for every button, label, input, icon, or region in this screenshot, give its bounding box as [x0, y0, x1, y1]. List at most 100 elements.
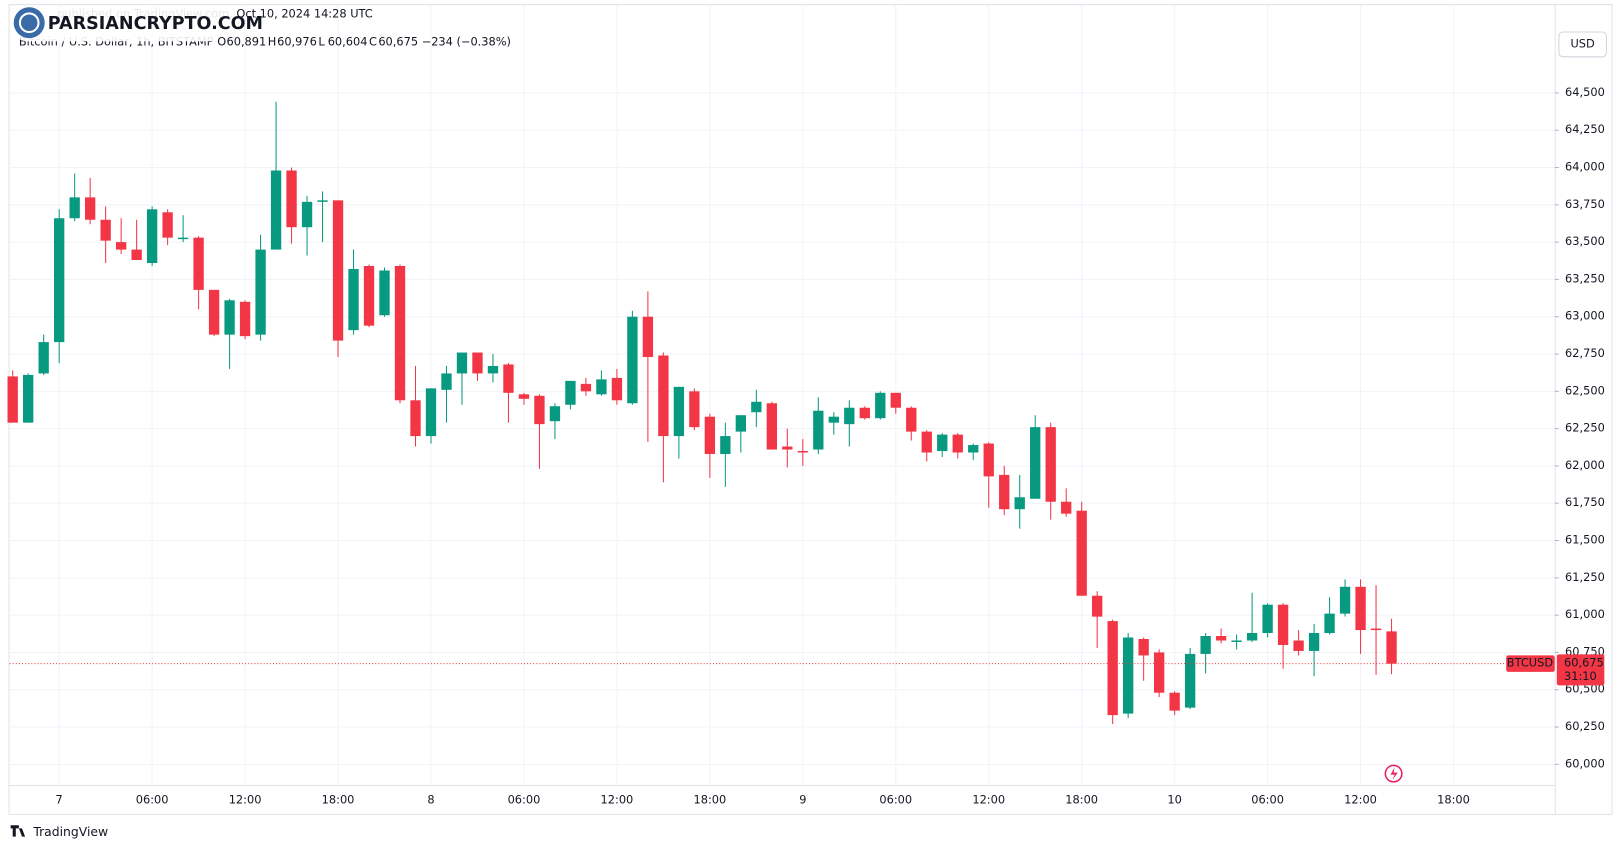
- last-price-label: 60,675: [1564, 656, 1604, 670]
- candle-body: [162, 212, 173, 238]
- candle-body: [658, 355, 669, 437]
- candle-body: [689, 391, 700, 428]
- alert-icon[interactable]: [1384, 764, 1403, 783]
- candle-body: [1339, 586, 1351, 614]
- candle-body: [580, 383, 592, 392]
- x-tick-label: 8: [427, 792, 434, 806]
- countdown: 31:10: [1564, 669, 1597, 683]
- candle-body: [7, 376, 18, 423]
- y-tick-label: 64,250: [1565, 122, 1605, 136]
- candle-body: [673, 386, 685, 437]
- candle-body: [735, 415, 747, 432]
- candle-body: [518, 394, 530, 399]
- y-tick-label: 64,500: [1565, 85, 1605, 99]
- x-tick-label: 12:00: [972, 792, 1005, 806]
- candle-body: [38, 342, 49, 374]
- watermark: PARSIANCRYPTO.COM: [12, 7, 263, 42]
- candle-body: [1370, 628, 1382, 631]
- x-tick-label: 9: [799, 792, 806, 806]
- change: −234 (−0.38%): [422, 34, 511, 48]
- candle-body: [208, 289, 220, 335]
- candle-body: [115, 242, 127, 250]
- candle-body: [565, 380, 576, 405]
- y-tick-label: 62,500: [1565, 383, 1605, 397]
- candle-body: [193, 237, 204, 290]
- currency[interactable]: USD: [1570, 36, 1595, 50]
- candle-body: [177, 237, 189, 240]
- alert-bolt: [1390, 767, 1398, 780]
- candle-body: [921, 431, 932, 453]
- candle-body: [1184, 653, 1196, 708]
- last-price-name: BTCUSD: [1507, 656, 1554, 670]
- y-tick-label: 62,750: [1565, 346, 1605, 360]
- x-tick-label: 7: [56, 792, 63, 806]
- candle-body: [348, 268, 359, 331]
- x-tick-label: 18:00: [693, 792, 726, 806]
- candle-body: [766, 403, 777, 450]
- candle-body: [1153, 652, 1165, 693]
- candle-body: [487, 365, 499, 374]
- plot: [7, 101, 1397, 725]
- ohlc-key: O: [217, 34, 226, 48]
- currency-button[interactable]: [1558, 31, 1607, 58]
- candle-body: [472, 352, 483, 374]
- watermark-logo: [13, 7, 45, 39]
- candle-body: [332, 200, 344, 341]
- watermark-bg: [12, 8, 234, 42]
- candle-body: [1030, 427, 1041, 499]
- candle-body: [239, 301, 251, 337]
- candle-body: [394, 265, 406, 401]
- x-tick-label: 18:00: [1437, 792, 1470, 806]
- candle-body: [1014, 497, 1025, 510]
- candle-body: [54, 218, 65, 343]
- candle-body: [1123, 637, 1134, 714]
- last-price-tag: [1556, 654, 1605, 686]
- candle-body: [441, 373, 452, 390]
- y-tick-label: 61,000: [1565, 607, 1605, 621]
- candle-body: [1324, 613, 1335, 634]
- ohlc-value: 60,976: [277, 34, 317, 48]
- candle-body: [859, 407, 870, 419]
- candle-body: [704, 416, 716, 454]
- candle-body: [131, 249, 142, 261]
- x-tick-label: 06:00: [1251, 792, 1284, 806]
- watermark-text: PARSIANCRYPTO.COM: [48, 14, 263, 34]
- candle-body: [270, 170, 282, 250]
- candle-body: [1277, 604, 1289, 645]
- x-tick-label: 18:00: [1065, 792, 1098, 806]
- candle-body: [301, 201, 313, 228]
- candle-body: [317, 200, 328, 202]
- x-tick-label: 06:00: [136, 792, 169, 806]
- candle-body: [410, 400, 421, 437]
- candle-body: [952, 434, 963, 453]
- candle-body: [968, 445, 979, 453]
- candle-body: [1246, 633, 1258, 641]
- candle-body: [100, 219, 111, 241]
- y-tick-label: 61,500: [1565, 533, 1605, 547]
- candle-body: [890, 392, 901, 408]
- y-tick-label: 60,250: [1565, 719, 1605, 733]
- candle-body: [1293, 640, 1304, 651]
- candle-body: [875, 392, 886, 419]
- candle-body: [1061, 501, 1072, 514]
- candle-body: [534, 395, 545, 425]
- candle-body: [456, 352, 468, 374]
- x-tick-label: 12:00: [601, 792, 634, 806]
- candle-body: [1262, 604, 1273, 634]
- candle-body: [425, 388, 437, 437]
- watermark-logo-ring: [18, 12, 40, 34]
- candle-body: [1092, 595, 1103, 617]
- x-tick-label: 06:00: [508, 792, 541, 806]
- candle-body: [1308, 633, 1320, 651]
- candle-body: [751, 401, 762, 413]
- y-tick-label: 62,000: [1565, 458, 1605, 472]
- y-tick-label: 63,250: [1565, 271, 1605, 285]
- candle-body: [1355, 586, 1366, 631]
- y-tick-label: 63,750: [1565, 197, 1605, 211]
- candle-body: [1107, 621, 1118, 716]
- candle-body: [813, 410, 824, 450]
- candle-body: [69, 197, 80, 219]
- footer: TradingView: [32, 824, 108, 839]
- candle-body: [999, 474, 1010, 510]
